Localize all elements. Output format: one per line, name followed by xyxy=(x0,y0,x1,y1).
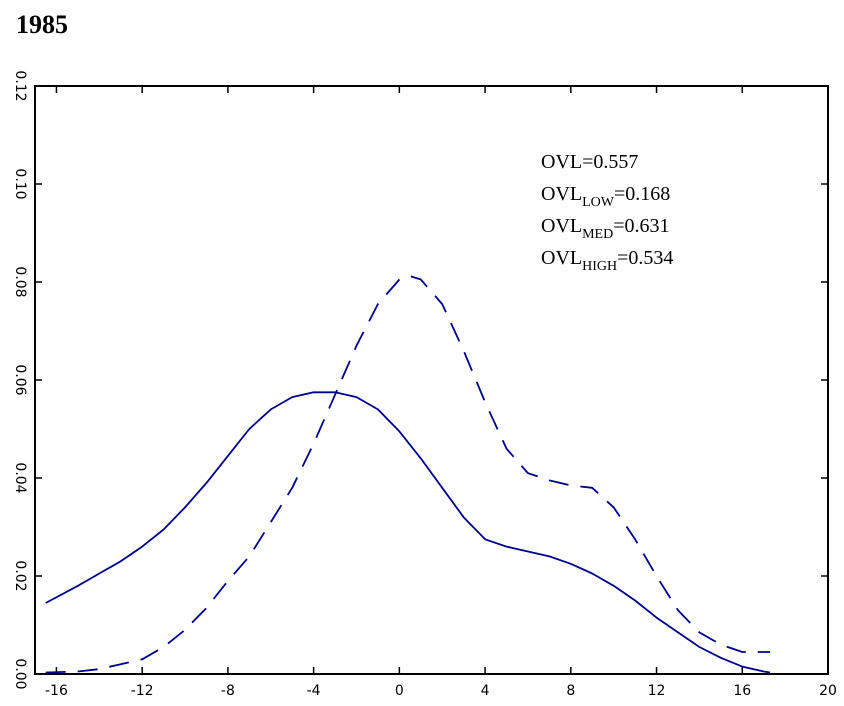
x-tick-label: 8 xyxy=(566,683,575,699)
y-tick-label: 0.06 xyxy=(12,364,28,395)
ovl-subscript: MED xyxy=(582,227,613,242)
x-tick-label: 20 xyxy=(819,683,837,699)
x-tick-label: 0 xyxy=(395,683,404,699)
ovl-annotation: OVL=0.557 xyxy=(541,151,638,173)
y-tick-label: 0.00 xyxy=(12,658,28,689)
y-tick-label: 0.12 xyxy=(12,70,28,101)
ovl-subscript: HIGH xyxy=(582,259,617,274)
ovl-prefix: OVL xyxy=(541,247,582,269)
ovl-value: =0.534 xyxy=(617,247,673,269)
x-axis: -16 -12 -8 -4 0 4 8 12 16 20 xyxy=(45,86,837,699)
y-tick-label: 0.10 xyxy=(12,168,28,199)
ovl-annotation: OVLLOW=0.168 xyxy=(541,183,670,210)
ovl-value: =0.631 xyxy=(613,215,669,237)
ovl-subscript: LOW xyxy=(582,195,615,210)
x-tick-label: 4 xyxy=(481,683,490,699)
ovl-value: =0.168 xyxy=(614,183,670,205)
x-tick-label: -8 xyxy=(221,683,235,699)
x-tick-label: -12 xyxy=(131,683,154,699)
x-tick-label: 12 xyxy=(648,683,666,699)
x-tick-label: -16 xyxy=(45,683,68,699)
x-tick-label: -4 xyxy=(307,683,321,699)
series-dashed-line xyxy=(45,275,771,674)
x-tick-label: 16 xyxy=(733,683,751,699)
y-tick-label: 0.02 xyxy=(12,560,28,591)
ovl-annotations: OVL=0.557OVLLOW=0.168OVLMED=0.631OVLHIGH… xyxy=(541,151,673,274)
ovl-annotation: OVLHIGH=0.534 xyxy=(541,247,673,274)
ovl-annotation: OVLMED=0.631 xyxy=(541,215,670,242)
series-solid-line xyxy=(45,391,771,674)
ovl-prefix: OVL xyxy=(541,215,582,237)
chart-title: 1985 xyxy=(16,10,68,39)
ovl-value: =0.557 xyxy=(582,151,638,173)
y-axis: 0.00 0.02 0.04 0.06 0.08 0.10 0.12 xyxy=(12,70,828,690)
y-tick-label: 0.08 xyxy=(12,266,28,297)
ovl-prefix: OVL xyxy=(541,183,582,205)
ovl-prefix: OVL xyxy=(541,151,582,173)
y-tick-label: 0.04 xyxy=(12,462,28,493)
plot-frame xyxy=(34,85,829,675)
series-group xyxy=(45,275,771,674)
